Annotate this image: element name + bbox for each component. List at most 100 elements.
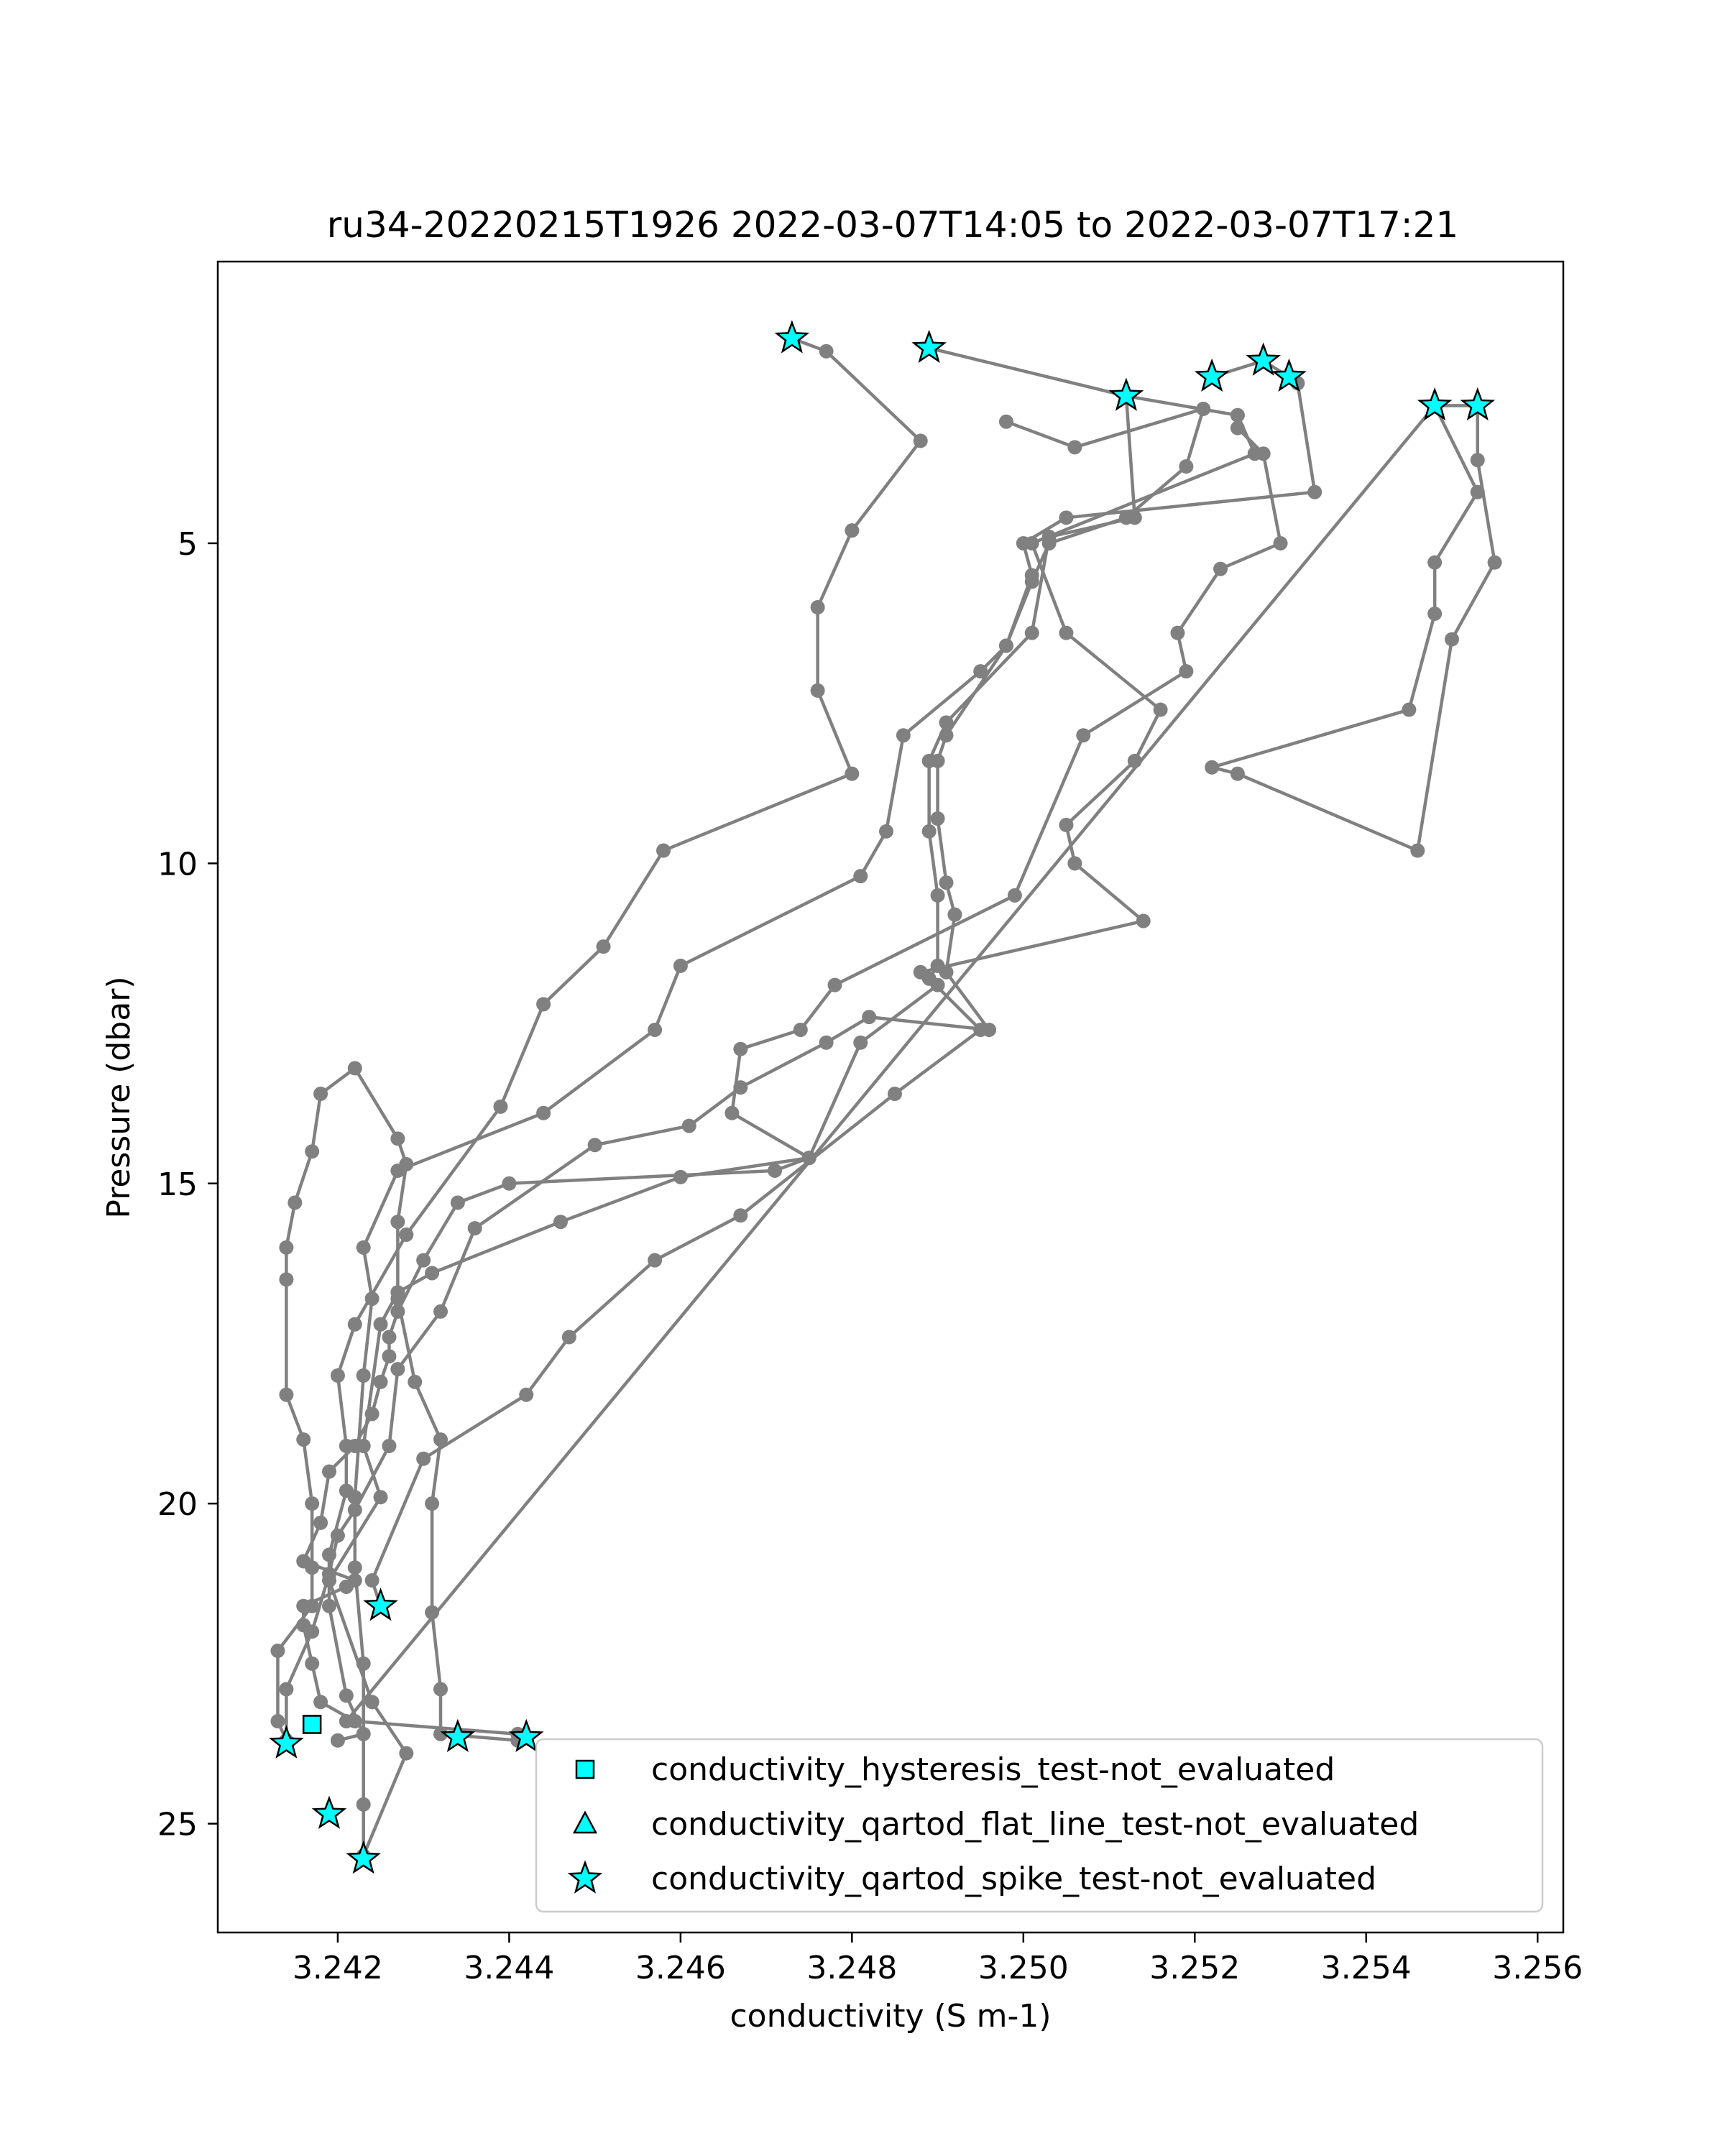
data-point [433,1304,448,1319]
data-point [1059,817,1074,832]
data-point [467,1221,482,1236]
spike-flag-marker [363,1588,398,1621]
data-point [347,1061,362,1076]
spike-flag-marker [311,1795,347,1829]
data-point [364,1573,380,1588]
data-point [330,1528,345,1543]
y-axis-label: Pressure (dbar) [101,976,137,1218]
data-point [1024,574,1039,589]
spike-flag-marker [1108,377,1144,411]
data-point [339,1579,354,1594]
hysteresis-flag-marker [302,1715,322,1734]
data-point [322,1598,337,1613]
spike-flag-marker [440,1718,476,1752]
data-point [793,1022,808,1037]
legend-label-flat-line: conductivity_qartod_flat_line_test-not_e… [651,1806,1419,1843]
data-point [450,1195,465,1210]
data-point [1444,632,1459,647]
data-point [1179,664,1194,679]
data-point [553,1215,568,1230]
data-point [998,638,1013,653]
data-point [433,1432,448,1447]
data-point [270,1644,285,1659]
data-point [733,1080,748,1095]
data-point [382,1349,397,1364]
data-point [1170,625,1185,640]
data-point [853,869,868,884]
data-point [733,1208,748,1223]
chart-title: ru34-20220215T1926 2022-03-07T14:05 to 2… [327,204,1459,246]
data-point [399,1227,414,1243]
data-point [1067,440,1082,455]
data-point [1427,606,1443,621]
profile-line-6 [276,415,1282,1743]
data-point [930,888,945,903]
data-point [305,1560,320,1575]
data-point [536,1105,551,1120]
data-point [1230,407,1245,423]
data-point [1213,561,1228,576]
data-point [416,1253,431,1268]
data-point [313,1695,328,1710]
spike-flag-marker [1417,387,1453,421]
x-tick-label: 3.256 [1492,1950,1583,1986]
spike-flag-marker [1460,387,1496,421]
data-point [896,728,911,743]
data-point [1196,401,1211,416]
data-point [416,1451,431,1466]
legend-markers [567,1759,603,1894]
data-point [810,600,825,615]
data-point [724,1105,740,1120]
data-point [433,1682,448,1697]
data-point [390,1304,405,1319]
data-point [1059,510,1074,525]
data-point [382,1330,397,1345]
legend-label-hysteresis: conductivity_hysteresis_test-not_evaluat… [651,1751,1335,1788]
data-point [373,1490,388,1505]
data-point [305,1656,320,1671]
data-point [561,1330,576,1345]
data-point [390,1131,405,1146]
data-point [930,753,945,768]
data-point [1041,535,1057,550]
data-point [596,939,611,954]
data-point [288,1195,303,1210]
data-point [913,964,928,980]
data-point [921,824,937,839]
data-point [347,1317,362,1332]
legend: conductivity_hysteresis_test-not_evaluat… [535,1738,1544,1913]
data-point [1470,453,1485,468]
data-point [673,958,688,973]
data-point [827,977,842,992]
data-point [1230,420,1245,436]
x-tick-label: 3.252 [1149,1950,1240,1986]
spike-flag-marker [1271,358,1307,392]
data-point [493,1099,508,1114]
spike-flag-marker [1246,342,1281,376]
data-point [1205,760,1220,775]
data-point [296,1432,311,1447]
data-point [845,766,860,781]
data-point [425,1605,440,1620]
data-point [279,1387,294,1402]
data-point [347,1560,362,1575]
y-tick-label: 20 [157,1486,198,1523]
data-point [322,1567,337,1582]
axes-frame [216,260,1565,1934]
data-point [356,1368,371,1383]
data-point [939,728,954,743]
data-point [1256,446,1271,461]
data-point [913,433,928,448]
data-point [947,907,962,922]
data-point [810,683,825,698]
data-point [862,1010,877,1025]
data-point [279,1682,294,1697]
data-point [408,1374,423,1389]
data-point [939,875,954,890]
data-point [305,1624,320,1639]
data-point [1076,728,1091,743]
data-point [373,1374,388,1389]
data-point [356,1797,371,1812]
data-point [356,1240,371,1255]
data-point [373,1317,388,1332]
